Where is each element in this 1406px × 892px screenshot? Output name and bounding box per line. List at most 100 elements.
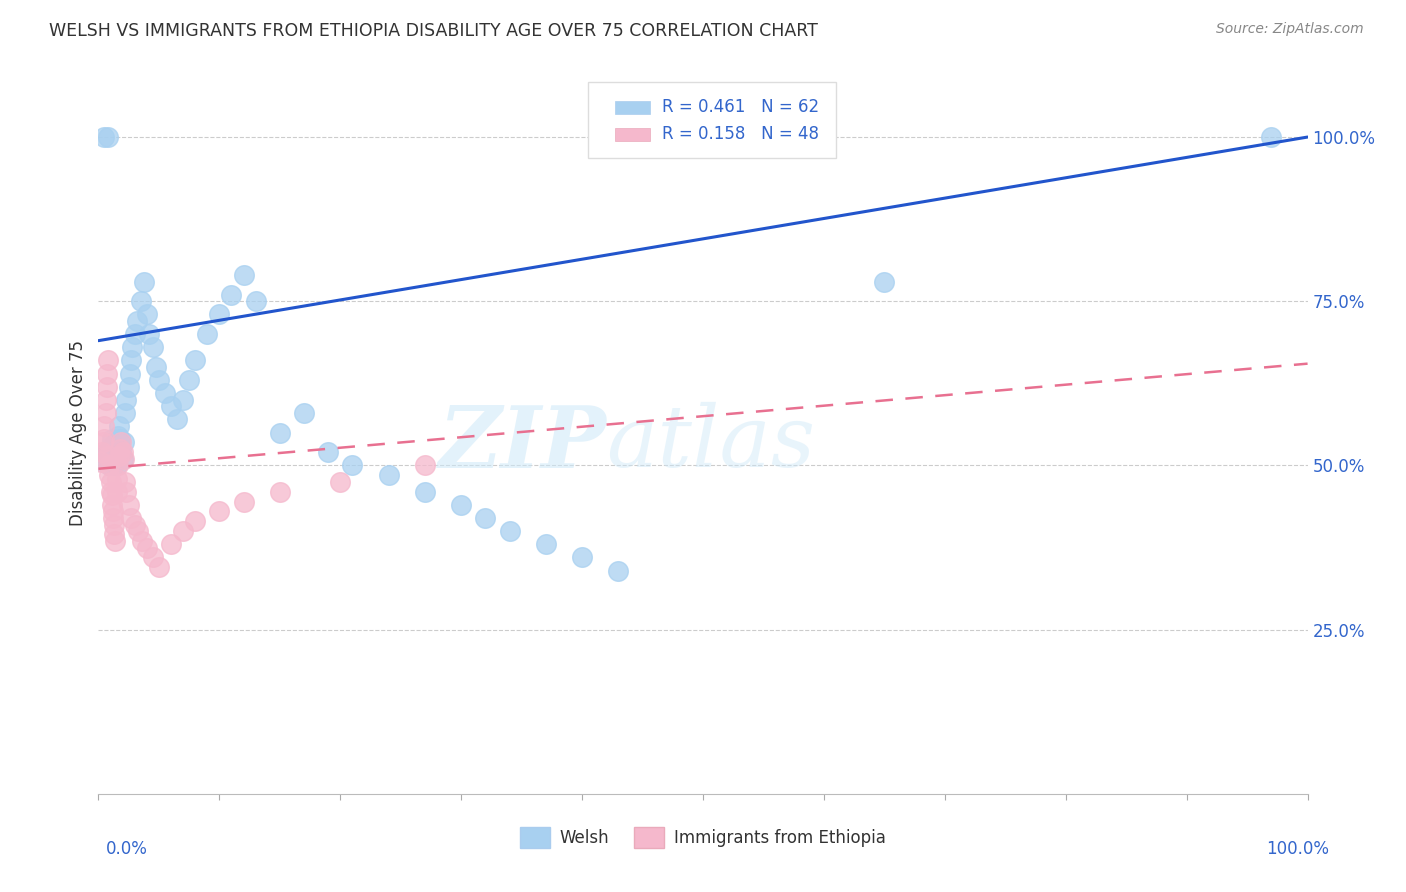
Text: atlas: atlas xyxy=(606,402,815,484)
Point xyxy=(121,340,143,354)
Point xyxy=(97,449,120,463)
Point xyxy=(377,468,399,483)
Point xyxy=(607,564,630,578)
Point xyxy=(873,275,896,289)
Point xyxy=(221,287,243,301)
Point xyxy=(94,406,117,420)
Point xyxy=(114,406,136,420)
Point xyxy=(96,379,118,393)
Point xyxy=(96,367,118,381)
Point xyxy=(172,392,194,407)
Point xyxy=(100,488,122,502)
Point xyxy=(115,392,138,407)
Point xyxy=(129,294,152,309)
Point xyxy=(103,517,125,532)
Point xyxy=(142,340,165,354)
Point xyxy=(100,445,122,459)
Point xyxy=(160,537,183,551)
Point xyxy=(105,445,128,459)
Point xyxy=(195,327,218,342)
Point xyxy=(94,392,117,407)
Text: Source: ZipAtlas.com: Source: ZipAtlas.com xyxy=(1216,22,1364,37)
Point xyxy=(93,432,115,446)
Point xyxy=(1260,130,1282,145)
Point xyxy=(135,541,157,555)
Point xyxy=(100,475,122,489)
Point xyxy=(413,484,436,499)
Point xyxy=(534,537,557,551)
Point xyxy=(413,458,436,473)
Point xyxy=(103,527,125,541)
Point xyxy=(100,432,122,446)
Point xyxy=(120,511,142,525)
Point xyxy=(148,560,170,574)
Point xyxy=(269,484,291,499)
Point xyxy=(127,314,149,328)
Point xyxy=(232,494,254,508)
Point xyxy=(98,458,121,473)
Text: R = 0.461   N = 62: R = 0.461 N = 62 xyxy=(662,98,818,117)
Point xyxy=(111,445,134,459)
Point xyxy=(135,307,157,321)
Point xyxy=(498,524,520,538)
Point xyxy=(232,268,254,282)
Point xyxy=(179,373,201,387)
Point xyxy=(208,504,231,518)
Point xyxy=(571,550,593,565)
Point xyxy=(105,472,128,486)
Point xyxy=(104,435,127,450)
Point xyxy=(98,468,121,483)
Point xyxy=(474,511,496,525)
Point xyxy=(107,458,129,473)
Point xyxy=(103,442,125,456)
Point xyxy=(120,353,142,368)
Point xyxy=(104,533,127,548)
Point xyxy=(101,511,124,525)
Point xyxy=(97,451,120,466)
Point xyxy=(160,400,183,414)
Legend: Welsh, Immigrants from Ethiopia: Welsh, Immigrants from Ethiopia xyxy=(513,821,893,855)
Point xyxy=(166,412,188,426)
Point xyxy=(148,373,170,387)
Point xyxy=(184,514,207,528)
Text: WELSH VS IMMIGRANTS FROM ETHIOPIA DISABILITY AGE OVER 75 CORRELATION CHART: WELSH VS IMMIGRANTS FROM ETHIOPIA DISABI… xyxy=(49,22,818,40)
Point xyxy=(450,498,472,512)
Point xyxy=(93,419,115,434)
Point xyxy=(118,498,141,512)
Point xyxy=(90,455,112,469)
Y-axis label: Disability Age Over 75: Disability Age Over 75 xyxy=(69,340,87,525)
Point xyxy=(153,386,176,401)
Point xyxy=(112,435,135,450)
Point xyxy=(100,498,122,512)
Point xyxy=(108,449,131,463)
Point xyxy=(138,327,160,342)
Text: ZIP: ZIP xyxy=(439,401,606,485)
Point xyxy=(172,524,194,538)
Point xyxy=(269,425,291,440)
Point xyxy=(184,353,207,368)
Point xyxy=(124,517,146,532)
FancyBboxPatch shape xyxy=(614,128,650,141)
Point xyxy=(118,367,141,381)
Point xyxy=(145,359,167,374)
Point xyxy=(110,435,132,450)
FancyBboxPatch shape xyxy=(614,101,650,114)
Point xyxy=(134,275,156,289)
FancyBboxPatch shape xyxy=(588,82,837,158)
Point xyxy=(112,451,135,466)
Point xyxy=(142,550,165,565)
Point xyxy=(98,458,121,473)
Point xyxy=(110,445,132,459)
Point xyxy=(114,475,136,489)
Point xyxy=(131,533,153,548)
Point xyxy=(105,484,128,499)
Point xyxy=(115,484,138,499)
Point xyxy=(93,130,115,145)
Point xyxy=(91,435,114,450)
Point xyxy=(108,442,131,456)
Point xyxy=(101,504,124,518)
Point xyxy=(111,451,134,466)
Point xyxy=(97,130,120,145)
Point xyxy=(100,484,122,499)
Point xyxy=(96,445,118,459)
